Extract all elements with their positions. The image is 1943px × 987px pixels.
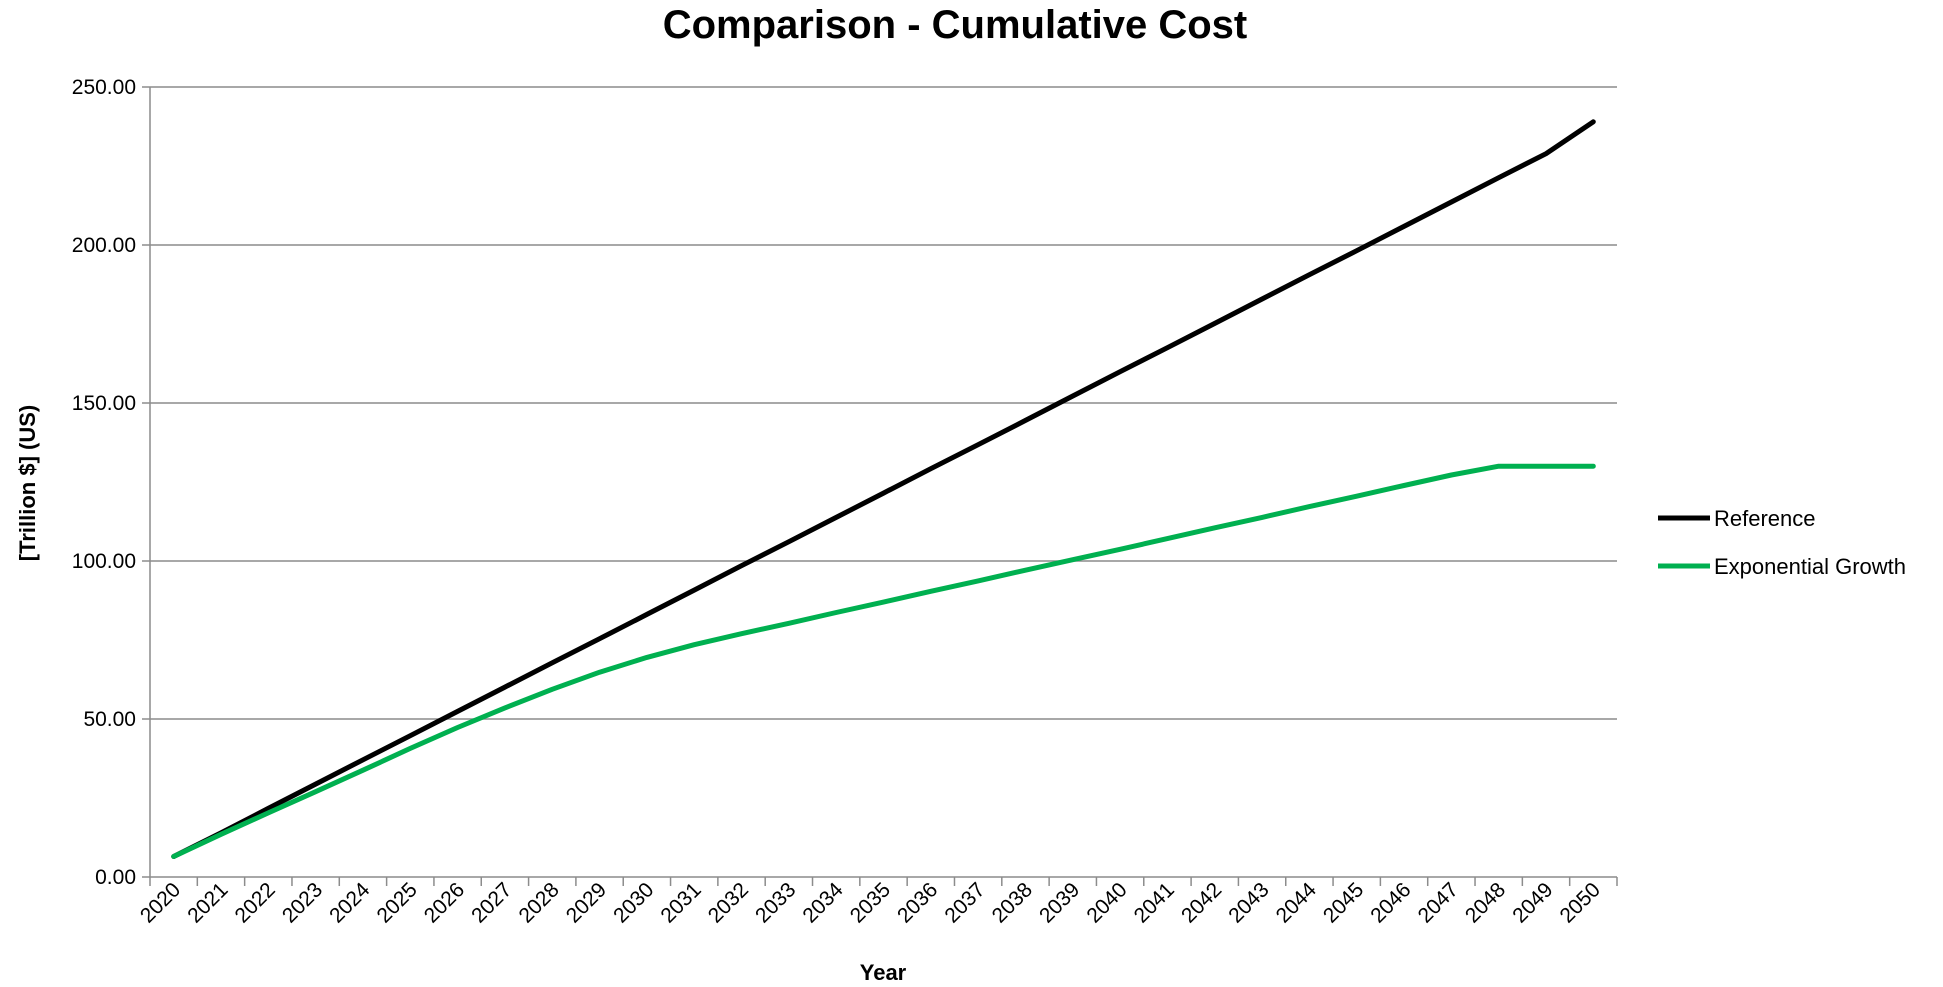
- x-tick-label: 2025: [373, 878, 422, 927]
- x-tick-label: 2041: [1130, 878, 1179, 927]
- x-tick-label: 2020: [136, 878, 185, 927]
- x-tick-label: 2028: [514, 878, 563, 927]
- x-tick-label: 2048: [1461, 878, 1510, 927]
- y-tick-label: 150.00: [72, 392, 136, 415]
- x-tick-label: 2044: [1272, 878, 1322, 928]
- x-axis-title: Year: [860, 960, 907, 985]
- y-tick-label: 100.00: [72, 550, 136, 573]
- x-tick-label: 2035: [846, 878, 895, 927]
- x-tick-label: 2030: [609, 878, 658, 927]
- chart-title: Comparison - Cumulative Cost: [663, 3, 1248, 47]
- x-tick-label: 2047: [1414, 878, 1463, 927]
- x-tick-label: 2045: [1319, 878, 1368, 927]
- x-tick-label: 2032: [704, 878, 753, 927]
- x-tick-label: 2049: [1508, 878, 1557, 927]
- y-tick-label: 250.00: [72, 76, 136, 99]
- x-tick-label: 2024: [325, 878, 375, 928]
- x-tick-label: 2038: [988, 878, 1037, 927]
- x-tick-label: 2036: [893, 878, 942, 927]
- x-tick-label: 2034: [798, 878, 848, 928]
- x-tick-label: 2050: [1556, 878, 1605, 927]
- y-tick-labels: 0.00 50.00 100.00 150.00 200.00 250.00: [72, 76, 136, 889]
- x-tick-label: 2031: [656, 878, 705, 927]
- y-tick-label: 0.00: [95, 866, 136, 889]
- series-line-1: [171, 463, 1596, 859]
- x-tick-label: 2043: [1224, 878, 1273, 927]
- x-tick-label: 2026: [420, 878, 469, 927]
- x-tick-label: 2033: [751, 878, 800, 927]
- legend: Reference Exponential Growth: [1658, 506, 1906, 579]
- x-tick-label: 2021: [183, 878, 232, 927]
- x-tick-label: 2046: [1366, 878, 1415, 927]
- x-tick-label: 2022: [231, 878, 280, 927]
- x-tick-label: 2023: [278, 878, 327, 927]
- legend-label: Exponential Growth: [1714, 554, 1906, 579]
- x-tick-label: 2040: [1082, 878, 1131, 927]
- y-axis-title: [Trillion $] (US): [15, 405, 40, 561]
- x-tick-labels: 2020202120222023202420252026202720282029…: [136, 878, 1605, 928]
- axes: [142, 86, 1618, 886]
- x-tick-label: 2029: [562, 878, 611, 927]
- series-lines: [171, 119, 1596, 859]
- x-tick-label: 2042: [1177, 878, 1226, 927]
- gridlines: [150, 86, 1617, 720]
- y-tick-label: 200.00: [72, 234, 136, 257]
- x-tick-label: 2027: [467, 878, 516, 927]
- x-tick-label: 2037: [940, 878, 989, 927]
- x-tick-label: 2039: [1035, 878, 1084, 927]
- y-tick-label: 50.00: [83, 708, 136, 731]
- legend-label: Reference: [1714, 506, 1816, 531]
- series-line-0: [171, 119, 1596, 859]
